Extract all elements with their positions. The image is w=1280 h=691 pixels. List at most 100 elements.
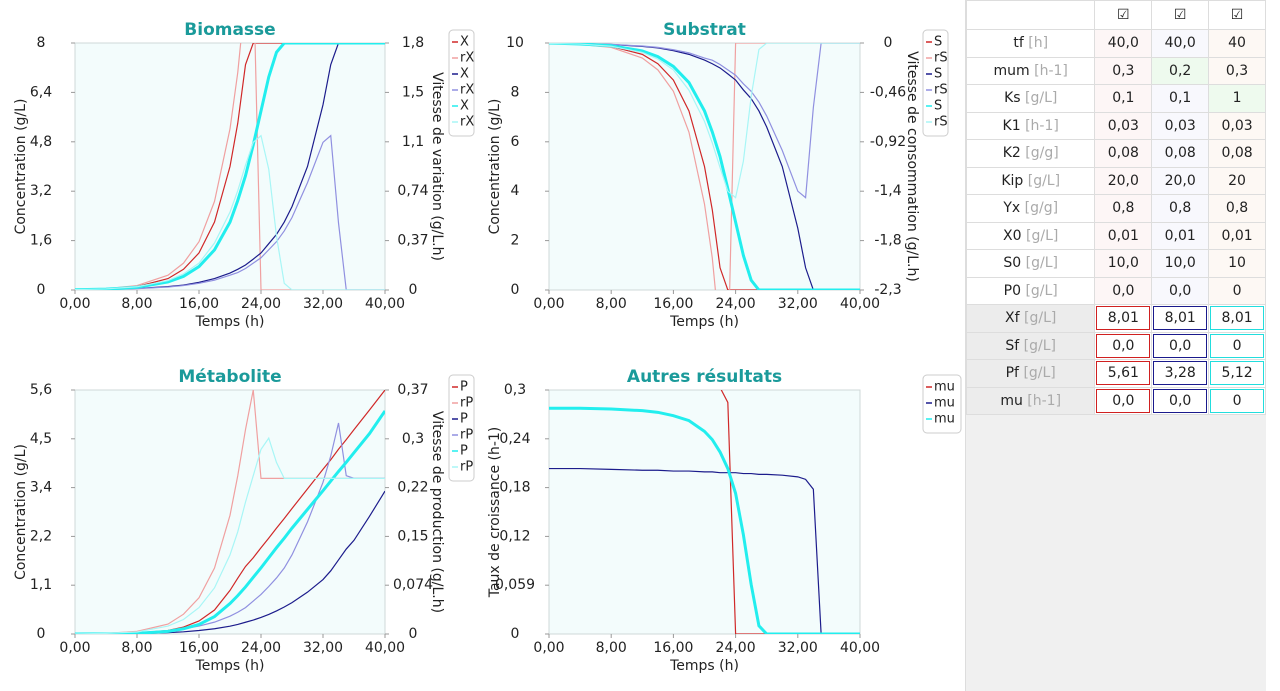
checkbox[interactable]: ☑: [1173, 7, 1187, 23]
x-tick-label: 0,00: [59, 296, 90, 312]
param-label: Xf: [1005, 310, 1020, 327]
legend-label: rP: [460, 396, 473, 411]
param-value[interactable]: 0,3: [1225, 62, 1249, 79]
value-cell: 10,0: [1094, 249, 1153, 278]
value-cell: 0,0: [1094, 276, 1153, 305]
param-unit: [g/g]: [1024, 200, 1059, 217]
param-label: K1: [1002, 117, 1021, 134]
param-value[interactable]: 0,03: [1221, 117, 1253, 134]
series-line: [549, 43, 860, 290]
y-tick-label: 0: [37, 282, 46, 298]
param-value[interactable]: 0,01: [1221, 227, 1253, 244]
param-unit: [h-1]: [1034, 62, 1068, 79]
param-label: X0: [1003, 227, 1022, 244]
param-value[interactable]: 0,01: [1107, 227, 1139, 244]
y2-tick-label: 0,37: [397, 233, 428, 249]
value-cell: 0,8: [1208, 194, 1266, 223]
series-line: [75, 436, 385, 634]
param-name: S0 [g/L]: [965, 249, 1096, 278]
value-cell: 20,0: [1151, 166, 1210, 195]
y-tick-label: 8: [37, 35, 46, 51]
x-tick-label: 8,00: [121, 640, 152, 656]
value-cell: 0,08: [1151, 139, 1210, 168]
value-cell: 0,8: [1151, 194, 1210, 223]
series-line: [549, 43, 860, 199]
param-value[interactable]: 0,08: [1164, 145, 1196, 162]
param-value[interactable]: 20,0: [1107, 172, 1139, 189]
param-unit: [g/L]: [1026, 227, 1059, 244]
x-tick-label: 40,00: [840, 296, 880, 312]
param-value[interactable]: 0,03: [1164, 117, 1196, 134]
x-tick-label: 24,00: [241, 296, 281, 312]
param-value[interactable]: 40: [1228, 35, 1246, 52]
param-value[interactable]: 0,1: [1112, 90, 1135, 107]
param-value[interactable]: 0,8: [1112, 200, 1135, 217]
params-row: mum [h-1] 0,3 0,2 0,3: [965, 56, 1266, 85]
legend-label: X: [460, 67, 469, 82]
result-value: 0,0: [1096, 333, 1151, 358]
legend-label: mu: [934, 412, 955, 427]
value-cell: 0,01: [1208, 221, 1266, 250]
value-cell: 0,1: [1094, 84, 1153, 113]
value-cell: 10,0: [1151, 249, 1210, 278]
param-value[interactable]: 20,0: [1164, 172, 1196, 189]
param-label: Kip: [1001, 172, 1024, 189]
param-label: S0: [1003, 255, 1022, 272]
result-value: 8,01: [1153, 306, 1208, 331]
param-label: K2: [1002, 145, 1021, 162]
param-label: Pf: [1005, 365, 1019, 382]
x-tick-label: 16,00: [653, 640, 693, 656]
param-value[interactable]: 1: [1232, 90, 1242, 107]
checkbox[interactable]: ☑: [1230, 7, 1244, 23]
y-axis-label: Taux de croissance (h-1): [487, 427, 503, 599]
param-value[interactable]: 0,8: [1225, 200, 1249, 217]
x-tick-label: 40,00: [365, 296, 405, 312]
x-tick-label: 32,00: [303, 296, 343, 312]
y-tick-label: 4: [511, 183, 520, 199]
param-value[interactable]: 0: [1232, 282, 1242, 299]
header-cell: [965, 0, 1096, 30]
param-unit: [g/L]: [1025, 255, 1058, 272]
result-value: 8,01: [1210, 306, 1264, 331]
value-cell: 0,01: [1094, 221, 1153, 250]
y-tick-label: 5,6: [30, 382, 52, 398]
legend-label: rP: [460, 460, 473, 475]
param-name: mu [h-1]: [965, 386, 1096, 415]
param-value[interactable]: 0,08: [1221, 145, 1253, 162]
param-value[interactable]: 20: [1228, 172, 1246, 189]
param-value[interactable]: 0,08: [1107, 145, 1139, 162]
param-value[interactable]: 40,0: [1107, 35, 1139, 52]
param-value[interactable]: 0,0: [1112, 282, 1135, 299]
y-tick-label: 0: [511, 626, 520, 642]
param-name: Xf [g/L]: [965, 304, 1096, 333]
chart-title: Biomasse: [184, 20, 275, 40]
series-line: [75, 134, 385, 290]
param-value[interactable]: 0,01: [1164, 227, 1196, 244]
param-value[interactable]: 0,3: [1112, 62, 1135, 79]
params-row: Kip [g/L] 20,0 20,0 20: [965, 166, 1266, 195]
value-cell: 0,1: [1151, 84, 1210, 113]
param-value[interactable]: 0,1: [1169, 90, 1192, 107]
param-value[interactable]: 0,2: [1169, 62, 1192, 79]
checkbox[interactable]: ☑: [1117, 7, 1130, 23]
param-value[interactable]: 40,0: [1164, 35, 1196, 52]
results-row: mu [h-1] 0,0 0,0 0: [965, 386, 1266, 415]
param-value[interactable]: 10: [1228, 255, 1246, 272]
x-tick-label: 32,00: [303, 640, 343, 656]
chart-title: Autres résultats: [627, 367, 782, 387]
param-value[interactable]: 10,0: [1164, 255, 1196, 272]
y2-tick-label: 1,5: [402, 84, 424, 100]
value-cell: 8,01: [1094, 304, 1153, 333]
param-unit: [g/L]: [1023, 365, 1056, 382]
param-value[interactable]: 0,03: [1107, 117, 1139, 134]
param-value[interactable]: 10,0: [1107, 255, 1139, 272]
y2-tick-label: -2,3: [874, 282, 901, 298]
series-line: [75, 43, 385, 290]
param-unit: [g/L]: [1023, 337, 1056, 354]
legend-box: [922, 29, 949, 137]
param-value[interactable]: 0,8: [1169, 200, 1192, 217]
param-value[interactable]: 0,0: [1169, 282, 1192, 299]
value-cell: 40: [1208, 29, 1266, 58]
result-value: 0,0: [1096, 388, 1151, 413]
